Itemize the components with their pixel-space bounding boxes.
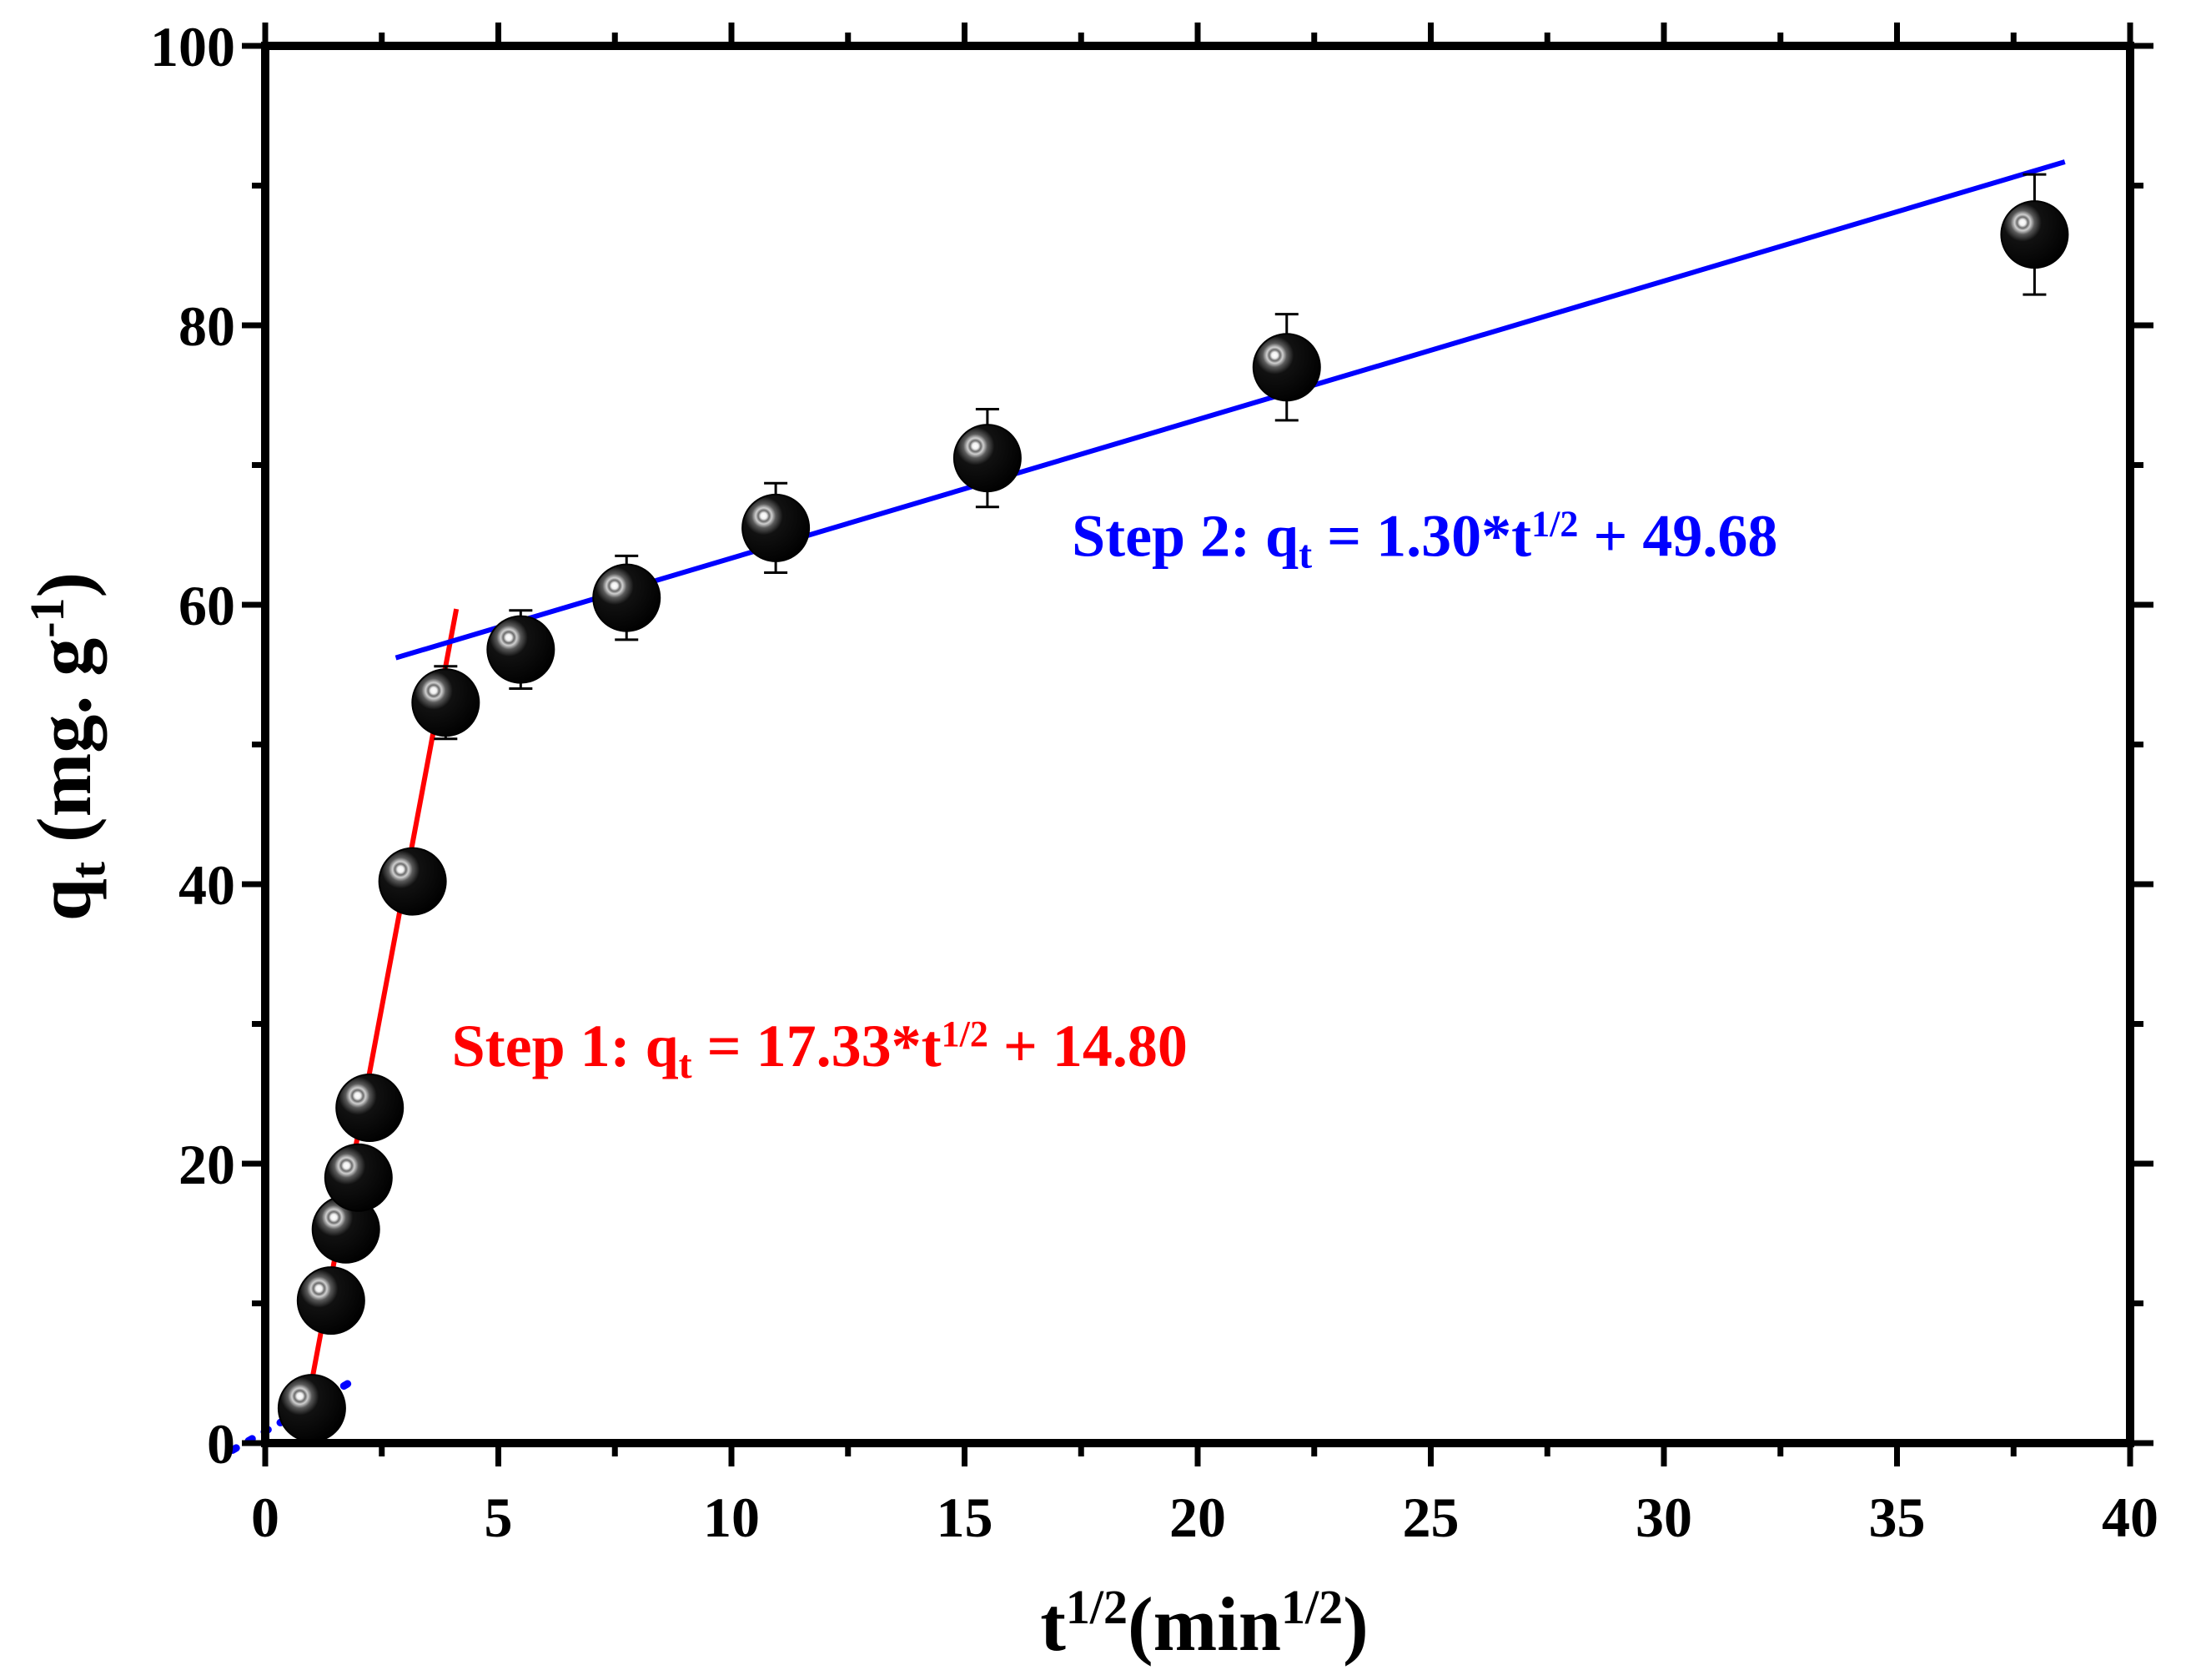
data-point — [952, 424, 1022, 493]
data-point — [741, 493, 811, 562]
data-point — [486, 615, 555, 684]
y-tick-label: 40 — [178, 853, 235, 917]
y-tick-label: 20 — [178, 1133, 235, 1196]
x-tick-label: 30 — [1636, 1486, 1692, 1549]
x-tick-label: 5 — [485, 1486, 513, 1549]
step-1-fit-equation: Step 1: qt = 17.33*t1/2 + 14.80 — [452, 1013, 1188, 1087]
x-tick-label: 10 — [703, 1486, 760, 1549]
axis-ticks — [242, 23, 2153, 1466]
data-point — [378, 847, 447, 916]
x-axis-title: t1/2(min1/2) — [1040, 1580, 1369, 1667]
data-point — [335, 1074, 405, 1142]
data-point — [2000, 200, 2069, 269]
y-tick-label: 80 — [178, 294, 235, 358]
y-tick-label: 60 — [178, 574, 235, 637]
y-tick-label: 0 — [207, 1412, 235, 1476]
step-2-fit-line — [394, 159, 2066, 661]
data-point — [592, 563, 661, 632]
x-tick-label: 35 — [1869, 1486, 1926, 1549]
step-2-fit-equation: Step 2: qt = 1.30*t1/2 + 49.68 — [1072, 502, 1777, 576]
y-tick-label: 100 — [150, 15, 235, 78]
x-tick-label: 20 — [1169, 1486, 1226, 1549]
text-labels: 0 5 10 15 20 25 30 35 40 0 20 40 60 80 100 Step 1: qt =… — [20, 15, 2158, 1667]
y-axis-title: qt (mg. g-1) — [20, 572, 115, 921]
x-tick-label: 0 — [251, 1486, 279, 1549]
x-tick-label: 40 — [2102, 1486, 2158, 1549]
data-point — [277, 1374, 346, 1443]
data-point — [324, 1143, 393, 1212]
data-point — [411, 668, 480, 737]
x-tick-label: 25 — [1403, 1486, 1460, 1549]
data-point — [296, 1266, 365, 1335]
data-points — [277, 173, 2069, 1443]
data-point — [1252, 333, 1321, 402]
x-tick-label: 15 — [937, 1486, 993, 1549]
